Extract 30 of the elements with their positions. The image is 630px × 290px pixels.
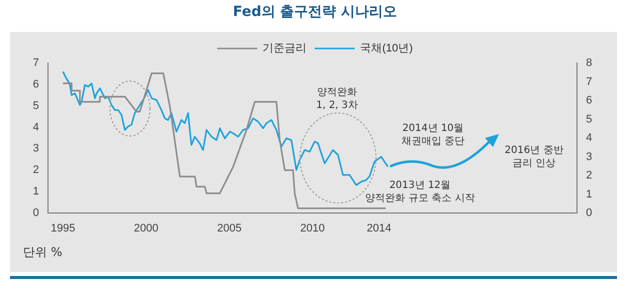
legend-label: 국채(10년)	[360, 42, 413, 55]
y2-tick-label: 6	[586, 94, 592, 107]
annotation: 2016년 중반 금리 인상	[504, 144, 564, 170]
y-tick-label: 2	[32, 164, 39, 176]
text: 단위 %	[23, 245, 62, 259]
y2-tick-label: 0	[586, 207, 592, 220]
x-tick-label: 2000	[134, 222, 158, 235]
x-tick-label: 2010	[300, 222, 325, 235]
y2-tick-label: 4	[586, 132, 592, 144]
y-tick-label: 6	[32, 78, 39, 90]
y-tick-label: 1	[32, 186, 39, 198]
legend-label: 기준금리	[262, 42, 307, 55]
chart-title: Fed의 출구전략 시나리오	[232, 3, 398, 21]
annotation: 2014년 10월 채권매입 중단	[401, 122, 465, 148]
x-tick-label: 2005	[217, 222, 242, 235]
y2-tick-label: 3	[586, 150, 592, 163]
y-tick-label: 0	[32, 207, 39, 220]
y-tick-label: 5	[32, 100, 39, 112]
y-tick-label: 3	[32, 142, 39, 155]
y2-tick-label: 8	[586, 57, 592, 70]
y2-tick-label: 2	[586, 170, 592, 182]
y2-tick-label: 5	[586, 113, 592, 126]
annotation: 2013년 12월 양적완화 규모 축소 시작	[365, 179, 475, 205]
annotation: 양적완화 1, 2, 3차	[316, 86, 358, 112]
y2-tick-label: 1	[586, 188, 592, 200]
y2-tick-label: 7	[586, 76, 592, 88]
y-tick-label: 7	[32, 57, 39, 70]
x-tick-label: 1995	[50, 222, 76, 235]
x-tick-label: 2014	[366, 222, 392, 235]
y-tick-label: 4	[32, 121, 39, 134]
